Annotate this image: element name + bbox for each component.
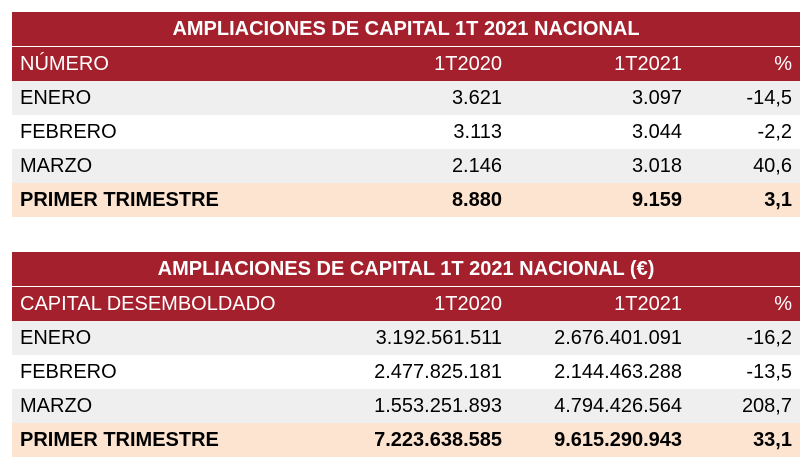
cell-1t2021: 4.794.426.564 [554, 395, 682, 417]
cell-1t2020: 2.477.825.181 [374, 361, 502, 383]
header-cell-percent: % [774, 53, 792, 75]
total-percent: 3,1 [764, 189, 792, 211]
header-cell-1t2021: 1T2021 [614, 293, 682, 315]
table-ampliaciones-numero: AMPLIACIONES DE CAPITAL 1T 2021 NACIONAL… [12, 12, 800, 217]
row-label: ENERO [20, 327, 92, 349]
table-row: MARZO 2.146 3.018 40,6 [12, 149, 800, 183]
cell-percent: -16,2 [746, 327, 792, 349]
cell-1t2020: 3.192.561.511 [375, 327, 502, 349]
table-header-row: CAPITAL DESEMBOLDADO 1T2020 1T2021 % [12, 287, 800, 321]
cell-percent: -13,5 [746, 361, 792, 383]
header-cell-1t2021: 1T2021 [614, 53, 682, 75]
row-label: MARZO [20, 395, 93, 417]
table-row: MARZO 1.553.251.893 4.794.426.564 208,7 [12, 389, 800, 423]
header-cell-label: CAPITAL DESEMBOLDADO [20, 293, 276, 315]
table-title: AMPLIACIONES DE CAPITAL 1T 2021 NACIONAL [12, 12, 800, 47]
cell-1t2021: 3.044 [631, 121, 682, 143]
header-cell-1t2020: 1T2020 [434, 53, 502, 75]
total-1t2021: 9.159 [631, 189, 682, 211]
cell-1t2021: 2.144.463.288 [554, 361, 682, 383]
total-1t2020: 8.880 [451, 189, 502, 211]
table-row: ENERO 3.192.561.511 2.676.401.091 -16,2 [12, 321, 800, 355]
row-label: FEBRERO [20, 121, 117, 143]
header-cell-1t2020: 1T2020 [434, 293, 502, 315]
table-row: ENERO 3.621 3.097 -14,5 [12, 81, 800, 115]
cell-percent: -14,5 [746, 87, 792, 109]
row-label: MARZO [20, 155, 93, 177]
header-cell-label: NÚMERO [20, 53, 109, 75]
cell-1t2021: 3.097 [631, 87, 682, 109]
total-label: PRIMER TRIMESTRE [20, 429, 219, 451]
table-row: FEBRERO 3.113 3.044 -2,2 [12, 115, 800, 149]
row-label: FEBRERO [20, 361, 117, 383]
table-ampliaciones-capital: AMPLIACIONES DE CAPITAL 1T 2021 NACIONAL… [12, 252, 800, 457]
cell-1t2021: 3.018 [631, 155, 682, 177]
cell-1t2020: 1.553.251.893 [374, 395, 502, 417]
header-cell-percent: % [774, 293, 792, 315]
cell-1t2021: 2.676.401.091 [554, 327, 682, 349]
total-1t2021: 9.615.290.943 [554, 429, 682, 451]
total-percent: 33,1 [753, 429, 792, 451]
table-header-row: NÚMERO 1T2020 1T2021 % [12, 47, 800, 81]
cell-percent: 40,6 [753, 155, 792, 177]
table-total-row: PRIMER TRIMESTRE 7.223.638.585 9.615.290… [12, 423, 800, 457]
cell-1t2020: 3.621 [451, 87, 502, 109]
table-total-row: PRIMER TRIMESTRE 8.880 9.159 3,1 [12, 183, 800, 217]
total-1t2020: 7.223.638.585 [374, 429, 502, 451]
row-label: ENERO [20, 87, 92, 109]
total-label: PRIMER TRIMESTRE [20, 189, 219, 211]
cell-1t2020: 3.113 [453, 121, 502, 143]
cell-percent: 208,7 [741, 395, 792, 417]
cell-percent: -2,2 [757, 121, 792, 143]
table-row: FEBRERO 2.477.825.181 2.144.463.288 -13,… [12, 355, 800, 389]
table-title: AMPLIACIONES DE CAPITAL 1T 2021 NACIONAL… [12, 252, 800, 287]
cell-1t2020: 2.146 [451, 155, 502, 177]
